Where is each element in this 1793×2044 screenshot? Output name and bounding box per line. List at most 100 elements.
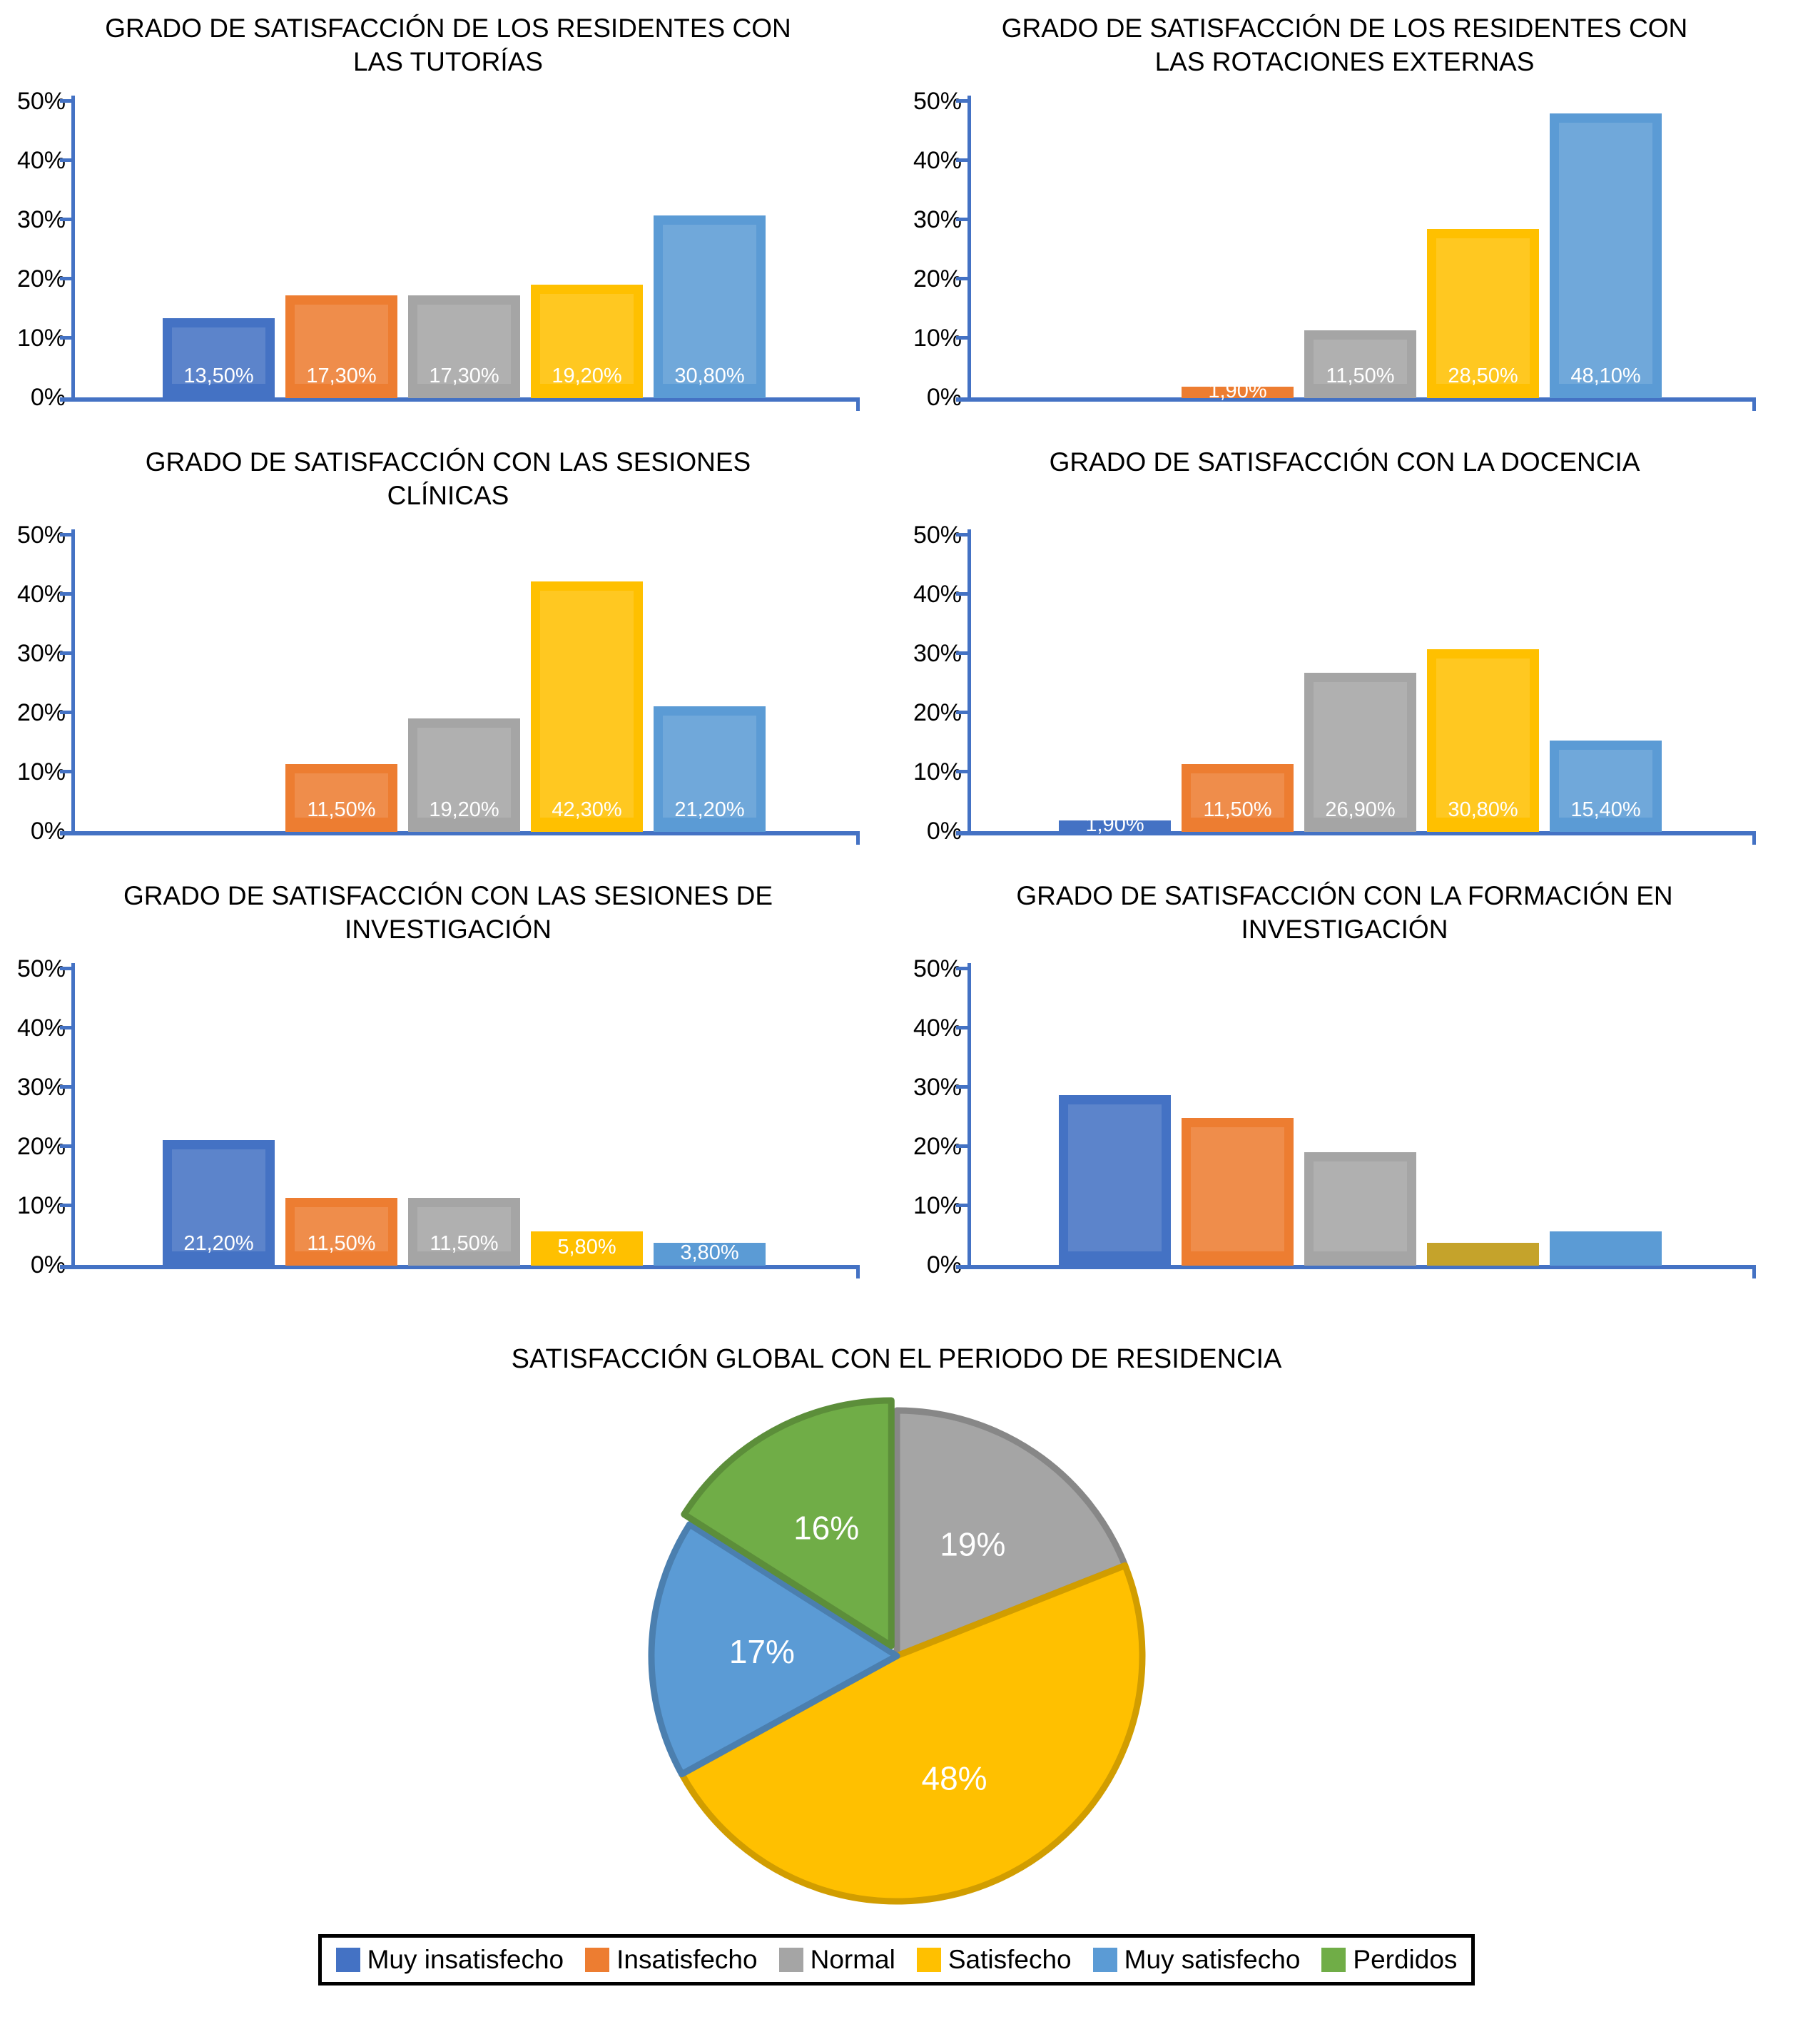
legend-label: Muy insatisfecho: [367, 1945, 564, 1974]
bar-chart-sesiones-clinicas: GRADO DE SATISFACCIÓN CON LAS SESIONES C…: [0, 438, 896, 872]
bar-normal: 26,90%: [1304, 672, 1416, 832]
x-axis-line: [60, 397, 860, 402]
bar-muy-satisfecho: [1550, 1231, 1662, 1266]
bar-value-label: 48,10%: [1570, 365, 1641, 387]
y-tick-label: 20%: [913, 265, 962, 293]
y-axis-tick: [956, 1026, 967, 1029]
chart-title-text: GRADO DE SATISFACCIÓN DE LOS RESIDENTES …: [105, 14, 791, 77]
chart-title-rotaciones: GRADO DE SATISFACCIÓN DE LOS RESIDENTES …: [896, 11, 1793, 80]
bar-value-label: 11,50%: [307, 1232, 376, 1255]
legend-swatch: [1321, 1948, 1346, 1972]
y-axis-tick: [956, 99, 967, 103]
plot-row: 0% 10% 20% 30% 40% 50%: [902, 955, 1793, 1278]
y-axis-labels: 0% 10% 20% 30% 40% 50%: [6, 955, 71, 1278]
chart-title-text: GRADO DE SATISFACCIÓN DE LOS RESIDENTES …: [1001, 14, 1688, 77]
plot-area: 1,90% 11,50% 28,50% 48,10%: [956, 96, 1756, 411]
bar-bevel: [663, 225, 756, 384]
bar-bevel: [1559, 750, 1652, 818]
y-tick-label: 40%: [16, 147, 66, 174]
y-axis-tick: [60, 967, 71, 970]
pie-slice-muy-satisfecho: [648, 1521, 900, 1778]
chart-title-text: GRADO DE SATISFACCIÓN CON LA FORMACIÓN E…: [1016, 881, 1673, 945]
bar-muy-insatisfecho: 21,20%: [163, 1140, 275, 1266]
bar-normal: 11,50%: [1304, 330, 1416, 398]
x-axis-end-tick: [1752, 1265, 1756, 1278]
pie-chart: 19% 48% 17% 16%: [648, 1397, 1145, 1905]
bar-value-label: 21,20%: [183, 1232, 254, 1255]
y-axis-labels: 0% 10% 20% 30% 40% 50%: [902, 522, 967, 845]
y-tick-label: 0%: [30, 1251, 66, 1278]
bar-normal: [1304, 1151, 1416, 1266]
bar-insatisfecho: [1182, 1117, 1294, 1266]
legend-label: Normal: [810, 1945, 895, 1974]
y-axis-tick: [956, 651, 967, 655]
bar-insatisfecho: 11,50%: [285, 1197, 397, 1266]
bar-bevel: [1314, 1161, 1407, 1251]
bar-bevel: [417, 1206, 511, 1251]
y-axis-tick: [956, 277, 967, 280]
bar-value-label: 30,80%: [1448, 798, 1518, 821]
y-axis-tick: [956, 1144, 967, 1148]
bar-value-label: 11,50%: [1203, 798, 1272, 821]
bar-satisfecho: 5,80%: [531, 1231, 643, 1266]
plot-row: 0% 10% 20% 30% 40% 50% 21,20% 11,50% 11,50% 5,80…: [6, 955, 896, 1278]
x-axis-line: [60, 831, 860, 835]
y-tick-label: 40%: [913, 1015, 962, 1042]
bar-satisfecho: [1427, 1243, 1539, 1266]
y-tick-label: 0%: [926, 818, 962, 845]
legend-swatch: [1092, 1948, 1117, 1972]
y-tick-label: 10%: [913, 325, 962, 352]
bar-value-label: 15,40%: [1570, 798, 1641, 821]
x-axis-line: [956, 1265, 1756, 1269]
bar-bevel: [540, 590, 634, 818]
y-tick-label: 10%: [16, 1192, 66, 1219]
y-tick-label: 40%: [913, 581, 962, 608]
legend-row: Muy insatisfecho Insatisfecho Normal Satisf…: [0, 1934, 1793, 1985]
bar-value-label: 30,80%: [674, 365, 745, 387]
bar-bevel: [1191, 1127, 1284, 1251]
y-tick-label: 30%: [913, 640, 962, 667]
bar-value-label: 11,50%: [307, 798, 376, 821]
y-tick-label: 20%: [913, 699, 962, 726]
y-axis-labels: 0% 10% 20% 30% 40% 50%: [902, 955, 967, 1278]
chart-title-tutorias: GRADO DE SATISFACCIÓN DE LOS RESIDENTES …: [0, 11, 896, 80]
plot-area: 11,50% 19,20% 42,30% 21,20%: [60, 529, 860, 845]
y-axis-tick: [60, 711, 71, 714]
y-axis-tick: [956, 967, 967, 970]
y-tick-label: 50%: [16, 955, 66, 982]
y-axis-labels: 0% 10% 20% 30% 40% 50%: [902, 88, 967, 411]
y-axis-line: [967, 963, 971, 1269]
y-axis-line: [967, 529, 971, 835]
legend-label: Insatisfecho: [616, 1945, 758, 1974]
bar-value-label: 17,30%: [306, 365, 377, 387]
y-tick-label: 20%: [16, 265, 66, 293]
x-axis-end-tick: [856, 1265, 860, 1278]
bar-normal: 11,50%: [408, 1197, 520, 1266]
legend: Muy insatisfecho Insatisfecho Normal Satisf…: [318, 1934, 1475, 1985]
y-axis-tick: [956, 158, 967, 162]
x-axis-line: [956, 831, 1756, 835]
y-tick-label: 30%: [16, 1074, 66, 1101]
bar-bevel: [417, 305, 511, 384]
bar-value-label: 42,30%: [552, 798, 622, 821]
y-tick-label: 50%: [913, 955, 962, 982]
bar-muy-insatisfecho: 1,90%: [1059, 813, 1171, 836]
bar-value-label: 5,80%: [557, 1235, 616, 1259]
y-tick-label: 40%: [913, 147, 962, 174]
bar-satisfecho: 19,20%: [531, 284, 643, 398]
y-axis-tick: [60, 277, 71, 280]
y-axis-tick: [60, 1085, 71, 1089]
legend-swatch: [585, 1948, 610, 1972]
legend-item-normal: Normal: [778, 1945, 895, 1975]
x-axis-line: [956, 397, 1756, 402]
bar-bevel: [1314, 681, 1407, 818]
bar-charts-grid: GRADO DE SATISFACCIÓN DE LOS RESIDENTES …: [0, 4, 1793, 1306]
bar-bevel: [295, 305, 388, 384]
y-axis-tick: [956, 218, 967, 221]
y-axis-tick: [60, 1204, 71, 1207]
y-axis-tick: [956, 711, 967, 714]
y-axis-tick: [956, 770, 967, 773]
pie-slice-perdidos: [680, 1397, 895, 1649]
bar-normal: 17,30%: [408, 295, 520, 398]
plot-row: 0% 10% 20% 30% 40% 50% 11,50% 19,20% 42,30% 21,2…: [6, 522, 896, 845]
